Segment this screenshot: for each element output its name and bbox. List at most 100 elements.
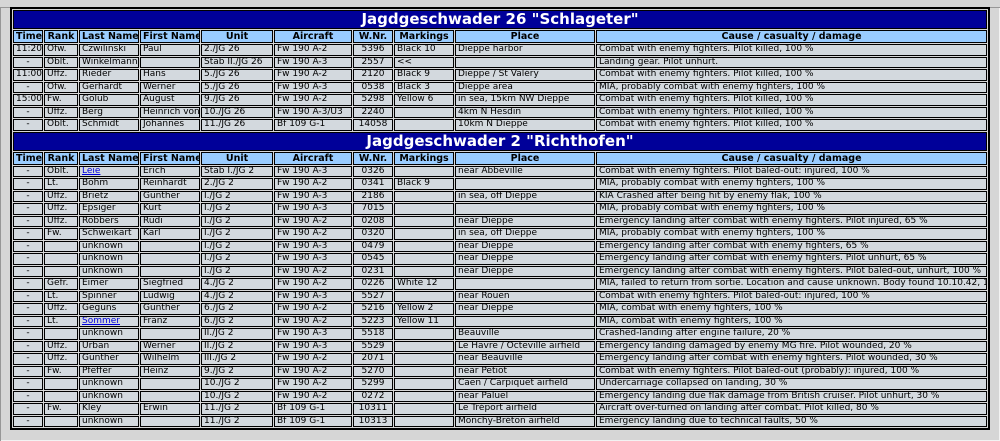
cell-time: - (13, 56, 43, 68)
cell-rank: Fw. (44, 228, 78, 240)
col-header-rank: Rank (44, 151, 78, 165)
cell-place: in sea, 15km NW Dieppe (455, 94, 595, 106)
cell-wnr: 0231 (353, 265, 393, 277)
cell-wnr: 0479 (353, 240, 393, 252)
cell-rank: Uffz. (44, 303, 78, 315)
cell-time: - (13, 378, 43, 390)
col-header-place: Place (455, 151, 595, 165)
cell-time: - (13, 203, 43, 215)
cell-markings: << (394, 56, 454, 68)
cell-aircraft: Fw 190 A-3 (274, 203, 352, 215)
cell-cause: Combat with enemy fighters. Pilot killed… (596, 119, 987, 131)
cell-first-name: Paul (140, 44, 200, 56)
cell-markings (394, 106, 454, 118)
cell-aircraft: Fw 190 A-2 (274, 303, 352, 315)
cell-first-name: Franz (140, 315, 200, 327)
cell-first-name: Erwin (140, 403, 200, 415)
cell-rank: Uffz. (44, 340, 78, 352)
cell-wnr: 5270 (353, 365, 393, 377)
cell-first-name: Siegfried (140, 278, 200, 290)
col-header-place: Place (455, 30, 595, 43)
cell-aircraft: Fw 190 A-3 (274, 340, 352, 352)
cell-first-name: Werner (140, 81, 200, 93)
cell-unit: Stab I./JG 2 (201, 165, 273, 177)
cell-rank: Ofw. (44, 81, 78, 93)
cell-wnr: 5223 (353, 315, 393, 327)
col-header-markings: Markings (394, 151, 454, 165)
cell-rank: Uffz. (44, 69, 78, 81)
pilot-link[interactable]: Sommer (82, 315, 120, 326)
table-row: - Uffz. Berg Heinrich von 10./JG 26 Fw 190 A-… (13, 106, 987, 118)
cell-unit: I./JG 2 (201, 265, 273, 277)
cell-time: - (13, 403, 43, 415)
cell-aircraft: Fw 190 A-2 (274, 44, 352, 56)
cell-cause: Combat with enemy fighters. Pilot baled-… (596, 165, 987, 177)
cell-time: - (13, 328, 43, 340)
cell-first-name (140, 390, 200, 402)
cell-rank: Oblt. (44, 119, 78, 131)
cell-wnr: 0320 (353, 228, 393, 240)
cell-place: near Dieppe (455, 265, 595, 277)
cell-aircraft: Fw 190 A-3 (274, 165, 352, 177)
cell-time: - (13, 290, 43, 302)
cell-wnr: 14058 (353, 119, 393, 131)
table-row: - Uffz. Brietz Günther I./JG 2 Fw 190 A-3 2186… (13, 190, 987, 202)
cell-place: near Petiot (455, 365, 595, 377)
cell-wnr: 0208 (353, 215, 393, 227)
cell-rank: Oblt. (44, 56, 78, 68)
col-header-w-nr: W.Nr. (353, 151, 393, 165)
cell-cause: Emergency landing after combat with enem… (596, 253, 987, 265)
cell-cause: Combat with enemy fighters. Pilot killed… (596, 106, 987, 118)
cell-wnr: 10313 (353, 415, 393, 427)
cell-wnr: 5216 (353, 303, 393, 315)
cell-aircraft: Fw 190 A-2 (274, 94, 352, 106)
cell-first-name: August (140, 94, 200, 106)
col-header-unit: Unit (201, 151, 273, 165)
table-row: - Gefr. Eimer Siegfried 4./JG 2 Fw 190 A-2 022… (13, 278, 987, 290)
cell-time: - (13, 353, 43, 365)
cell-first-name: Günther (140, 190, 200, 202)
cell-rank: Oblt. (44, 165, 78, 177)
cell-wnr: 5527 (353, 290, 393, 302)
cell-aircraft: Fw 190 A-2 (274, 353, 352, 365)
table-row: - Fw. Schweikart Karl I./JG 2 Fw 190 A-2 0320 … (13, 228, 987, 240)
cell-time: - (13, 278, 43, 290)
cell-wnr: 5529 (353, 340, 393, 352)
cell-last-name: Urban (79, 340, 139, 352)
losses-table-body: Jagdgeschwader 26 "Schlageter" Time Rank La… (13, 10, 987, 427)
cell-time: - (13, 215, 43, 227)
cell-rank: Uffz. (44, 106, 78, 118)
col-header-cause-casualty-damage: Cause / casualty / damage (596, 30, 987, 43)
cell-time: - (13, 119, 43, 131)
cell-markings: Black 10 (394, 44, 454, 56)
cell-aircraft: Fw 190 A-3/U3 (274, 106, 352, 118)
col-header-time: Time (13, 30, 43, 43)
cell-place: near Dieppe (455, 303, 595, 315)
cell-cause: Emergency landing after combat with enem… (596, 215, 987, 227)
cell-last-name: Leie (79, 165, 139, 177)
cell-markings (394, 290, 454, 302)
cell-markings: Black 9 (394, 178, 454, 190)
cell-place: in sea, off Dieppe (455, 228, 595, 240)
cell-last-name: Rieder (79, 69, 139, 81)
cell-unit: I./JG 2 (201, 228, 273, 240)
cell-place (455, 203, 595, 215)
cell-first-name: Heinz (140, 365, 200, 377)
cell-time: - (13, 178, 43, 190)
cell-wnr: 2071 (353, 353, 393, 365)
cell-markings (394, 228, 454, 240)
cell-aircraft: Fw 190 A-3 (274, 328, 352, 340)
col-header-time: Time (13, 151, 43, 165)
cell-time: 11:20 (13, 44, 43, 56)
cell-wnr: 2186 (353, 190, 393, 202)
cell-place: Beauville (455, 328, 595, 340)
cell-first-name: Günther (140, 303, 200, 315)
cell-place: 4km N Hesdin (455, 106, 595, 118)
cell-first-name: Wilhelm (140, 353, 200, 365)
col-header-first-name: First Name (140, 151, 200, 165)
pilot-link[interactable]: Leie (82, 165, 101, 176)
cell-unit: II./JG 2 (201, 328, 273, 340)
cell-first-name (140, 265, 200, 277)
table-row: - unknown I./JG 2 Fw 190 A-3 0479 near Die… (13, 240, 987, 252)
cell-unit: 9./JG 26 (201, 94, 273, 106)
